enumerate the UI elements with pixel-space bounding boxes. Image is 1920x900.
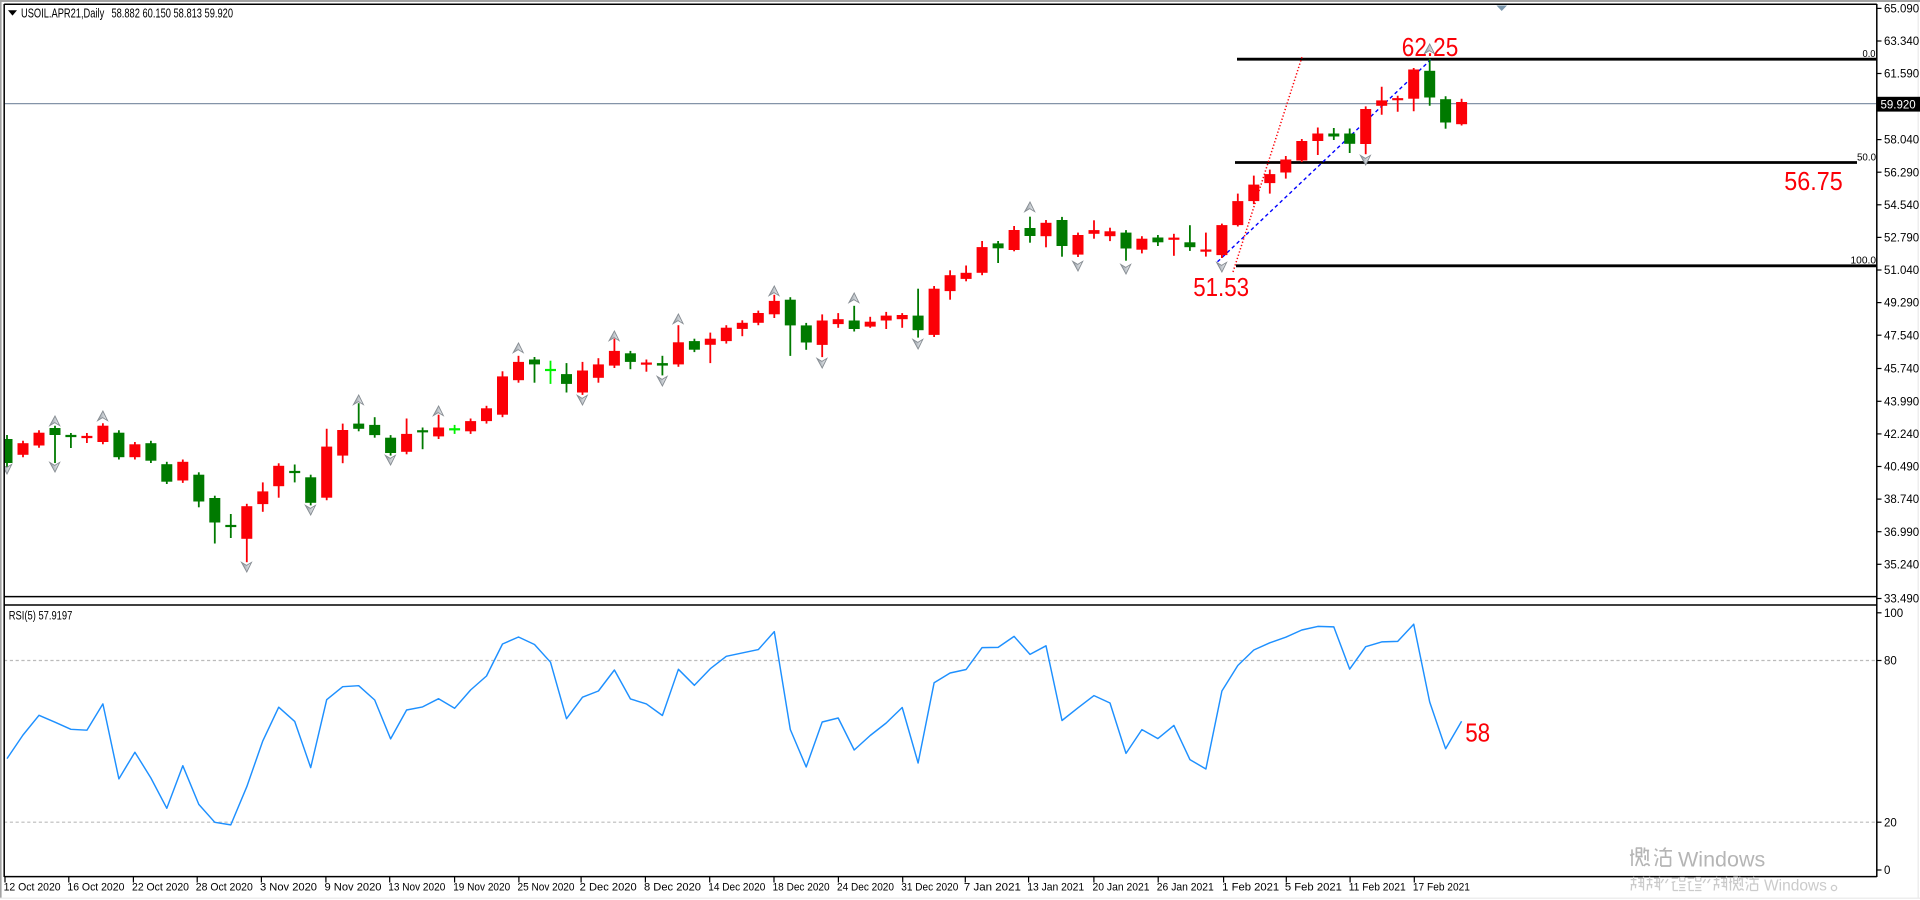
svg-text:16 Oct 2020: 16 Oct 2020 [67, 881, 124, 893]
svg-text:20: 20 [1884, 817, 1897, 829]
svg-text:80: 80 [1884, 656, 1897, 668]
svg-text:0: 0 [1884, 865, 1890, 877]
svg-text:17 Feb 2021: 17 Feb 2021 [1413, 881, 1470, 893]
svg-text:18 Dec 2020: 18 Dec 2020 [773, 881, 830, 893]
svg-text:24 Dec 2020: 24 Dec 2020 [837, 881, 894, 893]
svg-text:54.540: 54.540 [1884, 200, 1919, 212]
svg-text:26 Jan 2021: 26 Jan 2021 [1157, 881, 1214, 893]
svg-text:63.340: 63.340 [1884, 36, 1919, 48]
svg-text:62.25: 62.25 [1402, 34, 1459, 62]
svg-text:100: 100 [1884, 608, 1903, 620]
svg-text:19 Nov 2020: 19 Nov 2020 [453, 881, 510, 893]
svg-text:31 Dec 2020: 31 Dec 2020 [901, 881, 958, 893]
svg-text:100.0: 100.0 [1851, 255, 1877, 267]
svg-text:22 Oct 2020: 22 Oct 2020 [132, 881, 189, 893]
svg-text:52.790: 52.790 [1884, 233, 1919, 245]
svg-text:51.53: 51.53 [1193, 274, 1249, 302]
svg-text:28 Oct 2020: 28 Oct 2020 [196, 881, 253, 893]
svg-text:9 Nov 2020: 9 Nov 2020 [325, 881, 382, 893]
svg-text:12 Oct 2020: 12 Oct 2020 [4, 881, 61, 893]
svg-text:40.490: 40.490 [1884, 462, 1919, 474]
svg-text:58.040: 58.040 [1884, 135, 1919, 147]
svg-text:7 Jan 2021: 7 Jan 2021 [964, 881, 1021, 893]
svg-text:Windows: Windows [1764, 877, 1827, 894]
svg-text:0.0: 0.0 [1863, 48, 1876, 60]
svg-text:36.990: 36.990 [1884, 527, 1919, 539]
svg-text:Windows: Windows [1678, 847, 1765, 871]
svg-text:11 Feb 2021: 11 Feb 2021 [1349, 881, 1406, 893]
svg-text:25 Nov 2020: 25 Nov 2020 [518, 881, 575, 893]
svg-text:13 Nov 2020: 13 Nov 2020 [388, 881, 445, 893]
svg-text:65.090: 65.090 [1884, 4, 1919, 16]
svg-text:45.740: 45.740 [1884, 364, 1919, 376]
svg-text:59.920: 59.920 [1881, 99, 1916, 111]
svg-text:56.75: 56.75 [1784, 168, 1842, 196]
svg-text:49.290: 49.290 [1884, 298, 1919, 310]
svg-text:38.740: 38.740 [1884, 494, 1919, 506]
svg-text:42.240: 42.240 [1884, 429, 1919, 441]
svg-text:USOIL.APR21,Daily 58.882 60.1: USOIL.APR21,Daily 58.882 60.150 58.813 5… [21, 7, 233, 21]
svg-text:1 Feb 2021: 1 Feb 2021 [1222, 881, 1279, 893]
svg-text:61.590: 61.590 [1884, 69, 1919, 81]
svg-text:35.240: 35.240 [1884, 559, 1919, 571]
svg-text:20 Jan 2021: 20 Jan 2021 [1093, 881, 1150, 893]
svg-text:3 Nov 2020: 3 Nov 2020 [260, 881, 317, 893]
svg-text:58: 58 [1465, 720, 1490, 748]
svg-text:13 Jan 2021: 13 Jan 2021 [1027, 881, 1084, 893]
svg-text:43.990: 43.990 [1884, 396, 1919, 408]
svg-text:14 Dec 2020: 14 Dec 2020 [708, 881, 765, 893]
svg-text:50.0: 50.0 [1857, 151, 1876, 163]
svg-text:47.540: 47.540 [1884, 330, 1919, 342]
svg-text:56.290: 56.290 [1884, 167, 1919, 179]
svg-text:RSI(5) 57.9197: RSI(5) 57.9197 [9, 609, 73, 623]
svg-text:8 Dec 2020: 8 Dec 2020 [644, 881, 701, 893]
svg-text:2 Dec 2020: 2 Dec 2020 [580, 881, 637, 893]
svg-text:33.490: 33.490 [1884, 594, 1919, 606]
svg-text:5 Feb 2021: 5 Feb 2021 [1285, 881, 1342, 893]
svg-text:51.040: 51.040 [1884, 265, 1919, 277]
